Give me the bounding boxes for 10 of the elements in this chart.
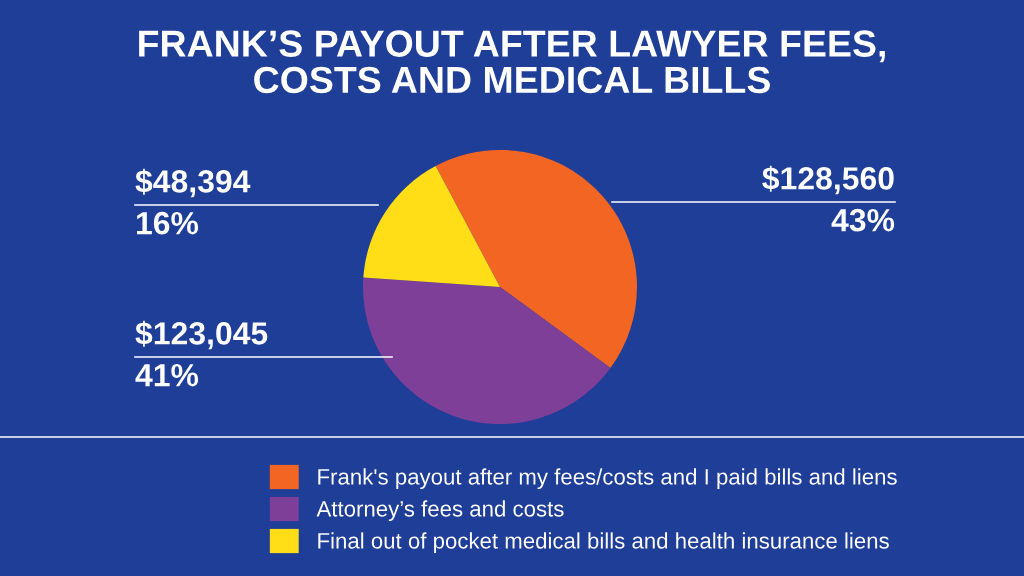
- pie-slice: [363, 166, 500, 287]
- pie-slice: [435, 150, 637, 369]
- data-label: $123,045 41%: [135, 320, 268, 387]
- data-label: $128,560 43%: [762, 165, 895, 232]
- data-label: $48,394 16%: [135, 168, 251, 235]
- chart-title: FRANK’S PAYOUT AFTER LAWYER FEES, COSTS AND MEDICAL BILLS: [139, 30, 885, 94]
- pie-slice: [363, 277, 611, 424]
- legend-label: Frank's payout after my fees/costs and I paid bills and liens: [318, 468, 897, 490]
- legend-label: Attorney’s fees and costs: [316, 500, 564, 522]
- legend-label: Final out of pocket medical bills and health insurance liens: [318, 532, 889, 554]
